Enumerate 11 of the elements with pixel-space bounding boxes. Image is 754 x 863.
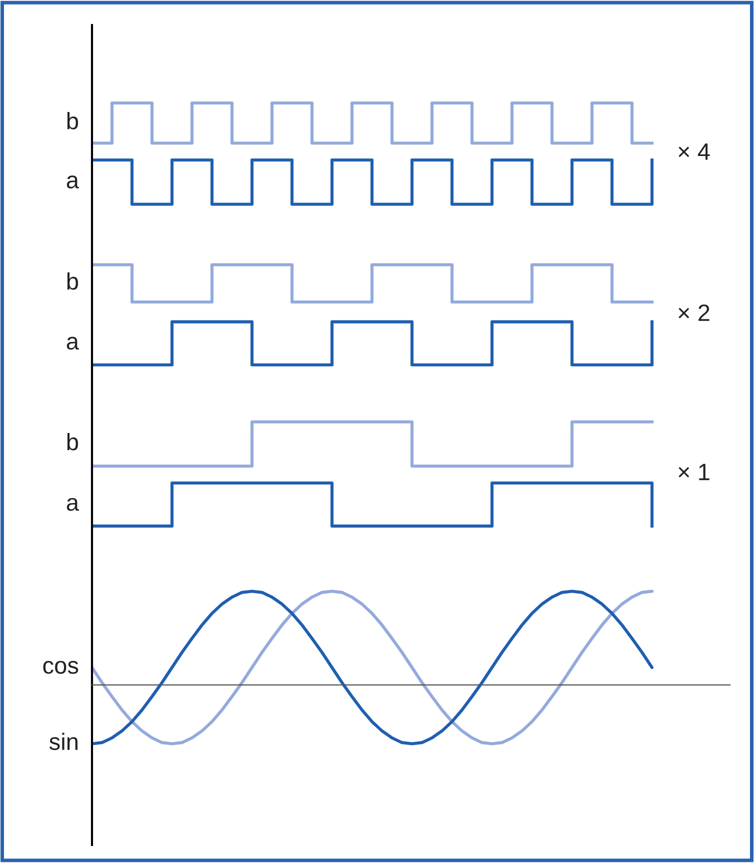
series-label: b: [67, 272, 78, 290]
series-label: a: [66, 336, 79, 350]
series-label: b: [67, 433, 78, 450]
text: × 4: [678, 143, 710, 160]
series-label: a: [66, 498, 79, 511]
text: × 2: [678, 304, 710, 321]
series-label: sin: [49, 732, 78, 750]
series-label: a: [66, 176, 79, 188]
series-label: cos: [43, 660, 78, 674]
series-label: b: [67, 112, 78, 130]
text: × 1: [678, 464, 710, 480]
